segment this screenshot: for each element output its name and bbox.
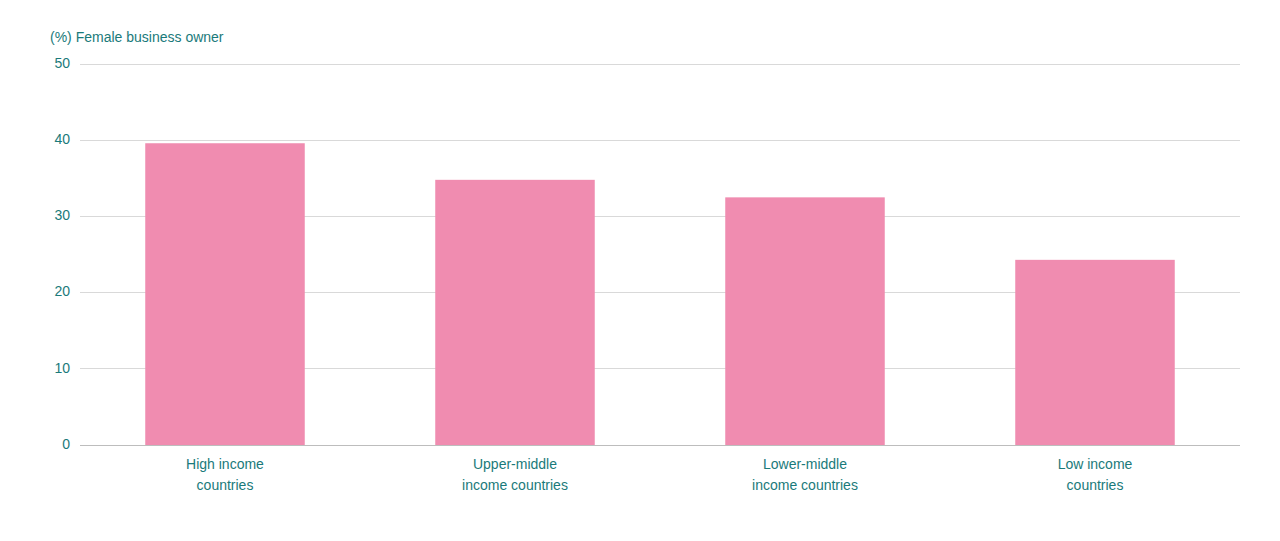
x-tick-label: Low income countries bbox=[1058, 456, 1133, 493]
y-tick-label: 20 bbox=[54, 283, 70, 299]
x-tick-label-line: countries bbox=[1067, 477, 1124, 493]
chart-container: 0 10 20 30 40 50 High income countries Upper-mid… bbox=[0, 0, 1280, 541]
x-tick-label-line: Upper-middle bbox=[473, 456, 557, 472]
grid bbox=[80, 64, 1240, 445]
y-ticks: 0 10 20 30 40 50 bbox=[54, 55, 70, 452]
x-tick-label-line: countries bbox=[197, 477, 254, 493]
y-axis-label: (%) Female business owner bbox=[50, 29, 224, 45]
y-tick-label: 40 bbox=[54, 131, 70, 147]
x-tick-label: Upper-middle income countries bbox=[462, 456, 568, 493]
bar bbox=[725, 197, 885, 445]
x-tick-label-line: income countries bbox=[752, 477, 858, 493]
bar bbox=[1015, 260, 1175, 445]
grid-line bbox=[80, 445, 1240, 446]
x-tick-label-line: Low income bbox=[1058, 456, 1133, 472]
x-tick-label-line: income countries bbox=[462, 477, 568, 493]
x-tick-label: Lower-middle income countries bbox=[752, 456, 858, 493]
x-ticks: High income countries Upper-middle income c… bbox=[186, 456, 1132, 493]
grid-line bbox=[80, 140, 1240, 141]
x-tick-label-line: Lower-middle bbox=[763, 456, 847, 472]
bar bbox=[145, 143, 305, 445]
x-tick-label-line: High income bbox=[186, 456, 264, 472]
bars bbox=[145, 143, 1175, 445]
x-axis-line bbox=[80, 445, 1240, 446]
y-tick-label: 50 bbox=[54, 55, 70, 71]
y-tick-label: 30 bbox=[54, 207, 70, 223]
y-tick-label: 10 bbox=[54, 360, 70, 376]
chart-svg: 0 10 20 30 40 50 High income countries Upper-mid… bbox=[0, 0, 1280, 541]
y-tick-label: 0 bbox=[62, 436, 70, 452]
page: {"chart_data": {"type": "bar", "ylabel":… bbox=[0, 0, 1280, 541]
x-tick-label: High income countries bbox=[186, 456, 264, 493]
grid-line bbox=[80, 64, 1240, 65]
bar bbox=[435, 180, 595, 445]
